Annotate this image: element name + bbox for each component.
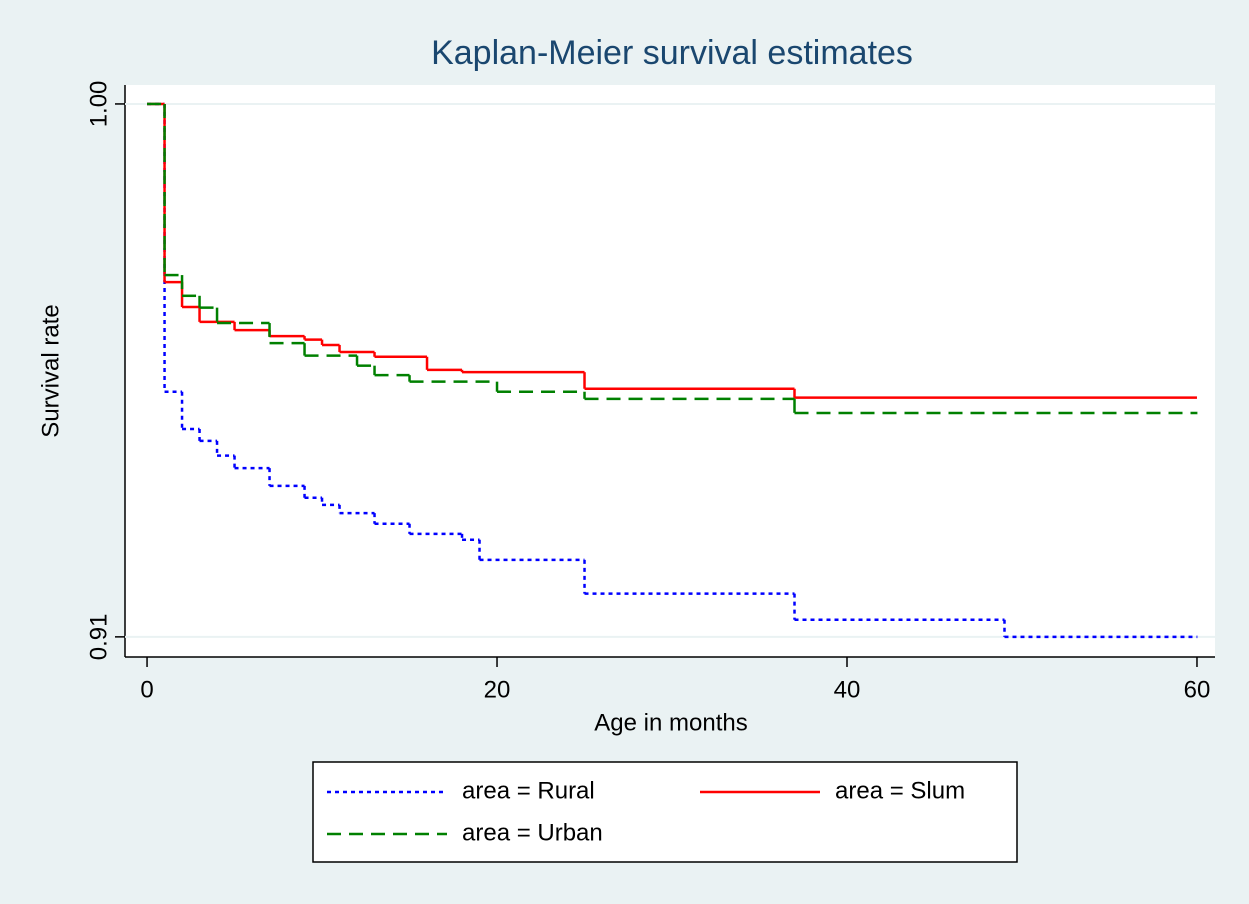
x-tick-label: 40 [834,676,861,703]
legend-label: area = Urban [462,819,603,846]
x-axis-label: Age in months [594,709,747,736]
x-tick-label: 60 [1184,676,1211,703]
y-tick-label: 0.91 [85,614,112,661]
y-tick-label: 1.00 [85,81,112,128]
x-tick-label: 20 [484,676,511,703]
y-axis-label: Survival rate [37,304,64,437]
legend-label: area = Slum [835,777,965,804]
legend-label: area = Rural [462,777,595,804]
chart-title: Kaplan-Meier survival estimates [431,34,913,72]
x-tick-label: 0 [140,676,153,703]
legend [312,761,1018,863]
plot-area [125,85,1215,657]
